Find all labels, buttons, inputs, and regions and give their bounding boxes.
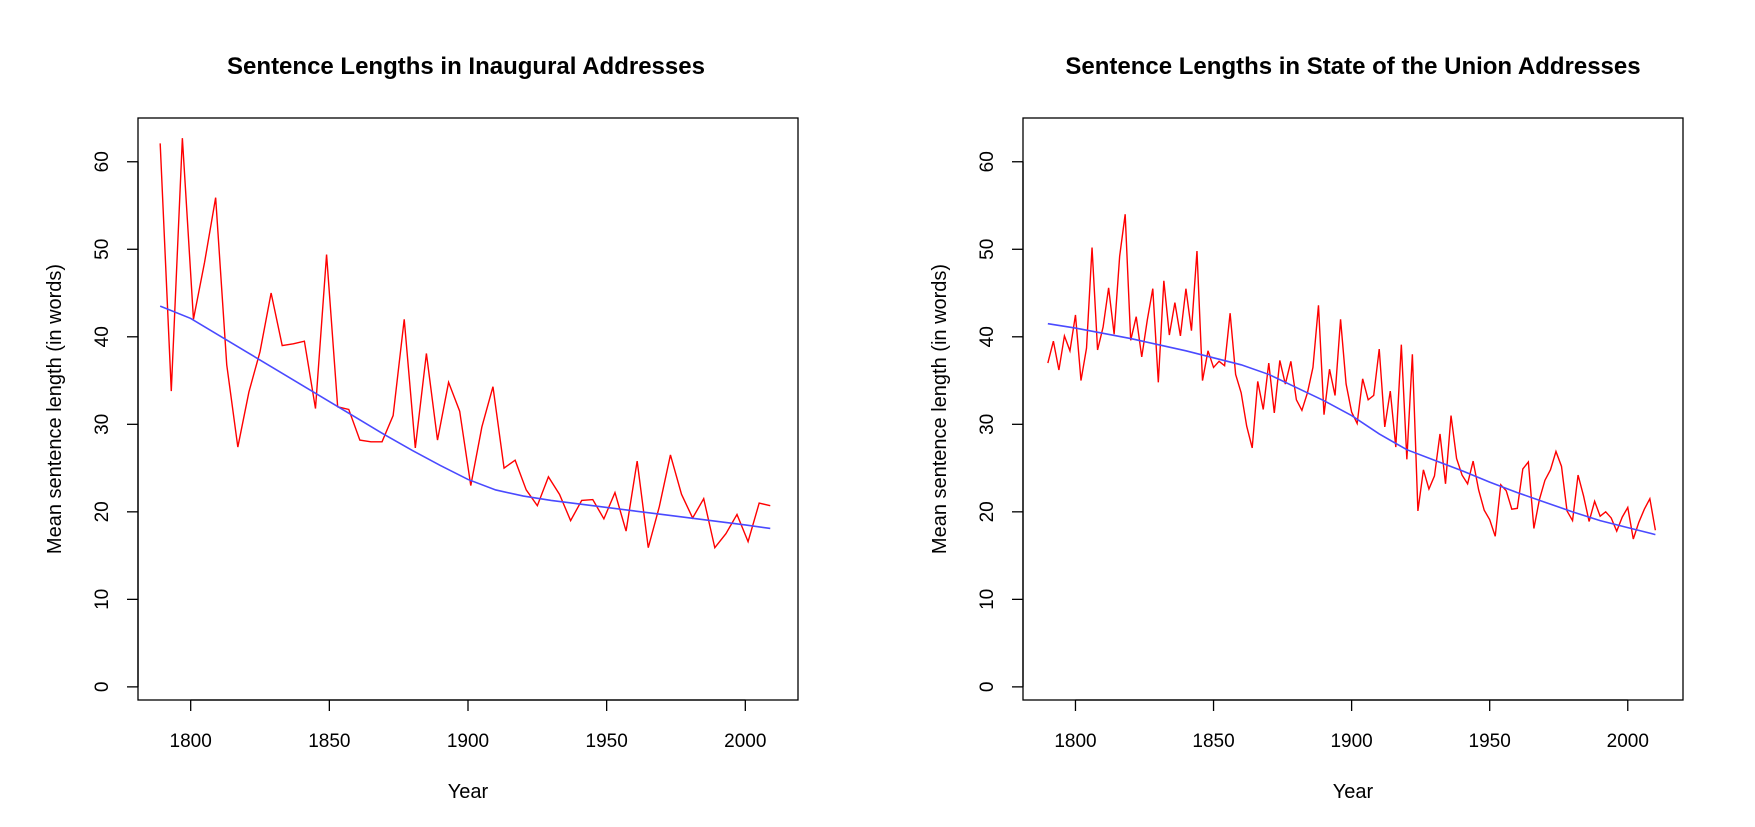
y-tick-label: 60 xyxy=(92,151,113,172)
x-tick-label: 1850 xyxy=(308,731,350,752)
axis-ticks: 1800 1850 1900 1950 2000 0 10 20 30 40 50 60 xyxy=(92,151,766,752)
y-tick-label: 30 xyxy=(92,414,113,435)
plot-series xyxy=(159,138,771,550)
plot-series xyxy=(1047,214,1657,540)
x-axis-label: Year xyxy=(1333,781,1374,803)
axis-ticks: 1800 1850 1900 1950 2000 0 10 20 30 40 50 60 xyxy=(977,151,1649,752)
y-tick-label: 40 xyxy=(92,326,113,347)
y-tick-label: 40 xyxy=(977,326,998,347)
y-axis-label: Mean sentence length (in words) xyxy=(929,264,951,554)
chart-title: Sentence Lengths in State of the Union A… xyxy=(1065,53,1640,80)
y-tick-label: 50 xyxy=(977,239,998,260)
x-tick-label: 1800 xyxy=(1054,731,1096,752)
y-tick-label: 0 xyxy=(92,682,113,693)
y-tick-label: 10 xyxy=(977,589,998,610)
y-tick-label: 30 xyxy=(977,414,998,435)
y-axis-label: Mean sentence length (in words) xyxy=(44,264,66,554)
x-tick-label: 1900 xyxy=(1330,731,1372,752)
chart-title: Sentence Lengths in Inaugural Addresses xyxy=(227,53,705,80)
mean-sentence-length-line xyxy=(1047,214,1657,540)
smoothed-trend-line xyxy=(159,305,771,530)
x-tick-label: 2000 xyxy=(1607,731,1649,752)
x-tick-label: 1850 xyxy=(1192,731,1234,752)
state-of-the-union-chart-panel: Sentence Lengths in State of the Union A… xyxy=(929,53,1684,803)
y-tick-label: 20 xyxy=(977,501,998,522)
mean-sentence-length-line xyxy=(159,138,771,550)
inaugural-chart-panel: Sentence Lengths in Inaugural Addresses … xyxy=(44,53,799,803)
y-tick-label: 60 xyxy=(977,151,998,172)
x-tick-label: 2000 xyxy=(724,731,766,752)
plot-frame xyxy=(137,117,799,701)
x-tick-label: 1950 xyxy=(1469,731,1511,752)
smoothed-trend-line xyxy=(1047,322,1656,536)
x-tick-label: 1900 xyxy=(447,731,489,752)
y-tick-label: 0 xyxy=(977,682,998,693)
x-axis-label: Year xyxy=(448,781,489,803)
plot-frame xyxy=(1022,117,1684,701)
x-tick-label: 1800 xyxy=(170,731,212,752)
y-tick-label: 50 xyxy=(92,239,113,260)
y-tick-label: 10 xyxy=(92,589,113,610)
x-tick-label: 1950 xyxy=(586,731,628,752)
y-tick-label: 20 xyxy=(92,501,113,522)
